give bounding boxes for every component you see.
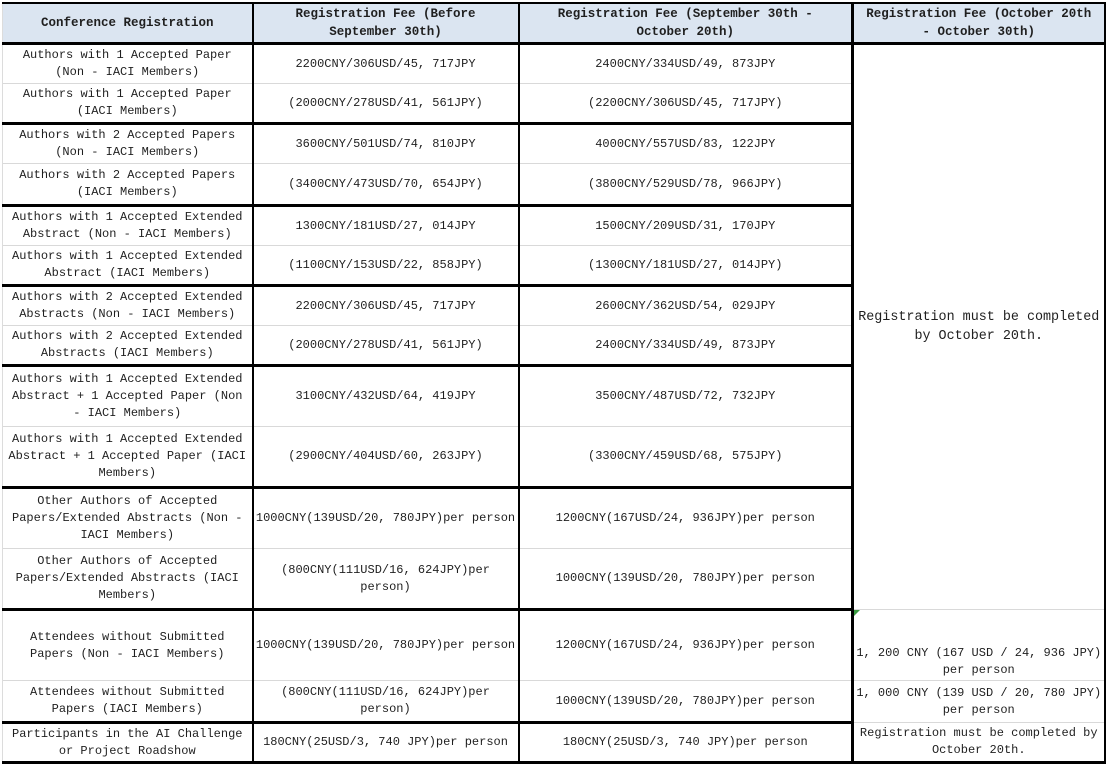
table-row: Authors with 2 Accepted Papers (IACI Mem… [2,163,1105,206]
table-row: Other Authors of Accepted Papers/Extende… [2,486,1105,549]
table-row: Authors with 1 Accepted Paper (Non - IAC… [2,42,1106,610]
table-row: Authors with 1 Accepted Paper (IACI Memb… [2,83,1105,124]
fee-before-sep30-cell: 2200CNY/306USD/45, 717JPY [251,42,519,84]
category-cell: Authors with 1 Accepted Paper (Non - IAC… [2,42,253,84]
category-cell: Authors with 2 Accepted Extended Abstrac… [2,325,253,366]
fee-sep30-oct20-cell: 1500CNY/209USD/31, 170JPY [517,204,853,246]
table-row: Authors with 2 Accepted Extended Abstrac… [2,325,1105,366]
fee-before-sep30-cell: (2000CNY/278USD/41, 561JPY) [251,83,519,124]
column-header-fee-oct20-oct30: Registration Fee (October 20th - October… [851,2,1106,45]
category-cell: Authors with 1 Accepted Extended Abstrac… [2,245,253,286]
fee-before-sep30-cell: (2900CNY/404USD/60, 263JPY) [251,426,519,488]
category-cell: Other Authors of Accepted Papers/Extende… [2,486,253,549]
column-header-conference-registration: Conference Registration [2,2,253,45]
fee-sep30-oct20-cell: 1000CNY(139USD/20, 780JPY)per person [517,548,853,610]
fee-sep30-oct20-cell: (3800CNY/529USD/78, 966JPY) [517,163,853,206]
fee-oct20-oct30-cell: 1, 000 CNY (139 USD / 20, 780 JPY) per p… [851,680,1106,723]
category-cell: Attendees without Submitted Papers (IACI… [2,680,253,723]
category-cell: Participants in the AI Challenge or Proj… [2,721,253,764]
category-cell: Authors with 1 Accepted Extended Abstrac… [2,426,253,488]
table-row: Attendees without Submitted Papers (Non … [2,608,1106,681]
table-row: Authors with 2 Accepted Papers (Non - IA… [2,122,1105,164]
fee-sep30-oct20-cell: (1300CNY/181USD/27, 014JPY) [517,245,853,286]
fee-before-sep30-cell: 180CNY(25USD/3, 740 JPY)per person [251,721,519,764]
fee-before-sep30-cell: 3100CNY/432USD/64, 419JPY [251,364,519,427]
fee-sep30-oct20-cell: 1200CNY(167USD/24, 936JPY)per person [517,608,853,681]
late-registration-note-cell: Registration must be completed by Octobe… [851,42,1106,610]
table-row: Other Authors of Accepted Papers/Extende… [2,548,1105,610]
fee-sep30-oct20-cell: 2600CNY/362USD/54, 029JPY [517,284,853,326]
late-registration-note-cell: Registration must be completed by Octobe… [851,722,1106,764]
header-row: Conference Registration Registration Fee… [2,2,1106,45]
fee-sep30-oct20-cell: 1000CNY(139USD/20, 780JPY)per person [517,680,853,723]
fee-sep30-oct20-cell: 2400CNY/334USD/49, 873JPY [517,42,853,84]
fee-sep30-oct20-cell: 2400CNY/334USD/49, 873JPY [517,325,853,366]
category-cell: Authors with 2 Accepted Papers (Non - IA… [2,122,253,164]
category-cell: Authors with 1 Accepted Extended Abstrac… [2,364,253,427]
fee-sep30-oct20-cell: 4000CNY/557USD/83, 122JPY [517,122,853,164]
category-cell: Other Authors of Accepted Papers/Extende… [2,548,253,610]
cell-flag-triangle-icon [855,610,860,616]
fee-before-sep30-cell: 2200CNY/306USD/45, 717JPY [251,284,519,326]
fee-sep30-oct20-cell: 3500CNY/487USD/72, 732JPY [517,364,853,427]
category-cell: Authors with 2 Accepted Extended Abstrac… [2,284,253,326]
fee-before-sep30-cell: 1000CNY(139USD/20, 780JPY)per person [251,608,519,681]
category-cell: Authors with 1 Accepted Paper (IACI Memb… [2,83,253,124]
table-row: Authors with 1 Accepted Extended Abstrac… [2,364,1105,427]
fee-before-sep30-cell: (1100CNY/153USD/22, 858JPY) [251,245,519,286]
table-row: Authors with 1 Accepted Extended Abstrac… [2,426,1105,488]
table-row: Authors with 2 Accepted Extended Abstrac… [2,284,1105,326]
column-header-fee-before-sep30: Registration Fee (Before September 30th) [251,2,519,45]
table-row: Attendees without Submitted Papers (IACI… [2,680,1106,723]
table-row: Participants in the AI Challenge or Proj… [2,721,1106,764]
category-cell: Authors with 1 Accepted Extended Abstrac… [2,204,253,246]
column-header-fee-sep30-oct20: Registration Fee (September 30th - Octob… [517,2,853,45]
category-cell: Attendees without Submitted Papers (Non … [2,608,253,681]
fee-before-sep30-cell: 1300CNY/181USD/27, 014JPY [251,204,519,246]
fee-sep30-oct20-cell: 1200CNY(167USD/24, 936JPY)per person [517,486,853,549]
fee-before-sep30-cell: (800CNY(111USD/16, 624JPY)per person) [251,680,519,723]
fee-before-sep30-cell: (3400CNY/473USD/70, 654JPY) [251,163,519,206]
fee-text: 1, 200 CNY (167 USD / 24, 936 JPY) per p… [856,646,1102,677]
table-row: Authors with 1 Accepted Extended Abstrac… [2,204,1105,246]
category-cell: Authors with 2 Accepted Papers (IACI Mem… [2,163,253,206]
fee-before-sep30-cell: (2000CNY/278USD/41, 561JPY) [251,325,519,366]
table-row: Authors with 1 Accepted Extended Abstrac… [2,245,1105,286]
fee-oct20-oct30-cell: 1, 200 CNY (167 USD / 24, 936 JPY) per p… [851,609,1106,681]
fee-sep30-oct20-cell: 180CNY(25USD/3, 740 JPY)per person [517,721,853,764]
fee-sep30-oct20-cell: (3300CNY/459USD/68, 575JPY) [517,426,853,488]
fee-before-sep30-cell: 3600CNY/501USD/74, 810JPY [251,122,519,164]
fee-before-sep30-cell: 1000CNY(139USD/20, 780JPY)per person [251,486,519,549]
fee-sep30-oct20-cell: (2200CNY/306USD/45, 717JPY) [517,83,853,124]
fee-before-sep30-cell: (800CNY(111USD/16, 624JPY)per person) [251,548,519,610]
